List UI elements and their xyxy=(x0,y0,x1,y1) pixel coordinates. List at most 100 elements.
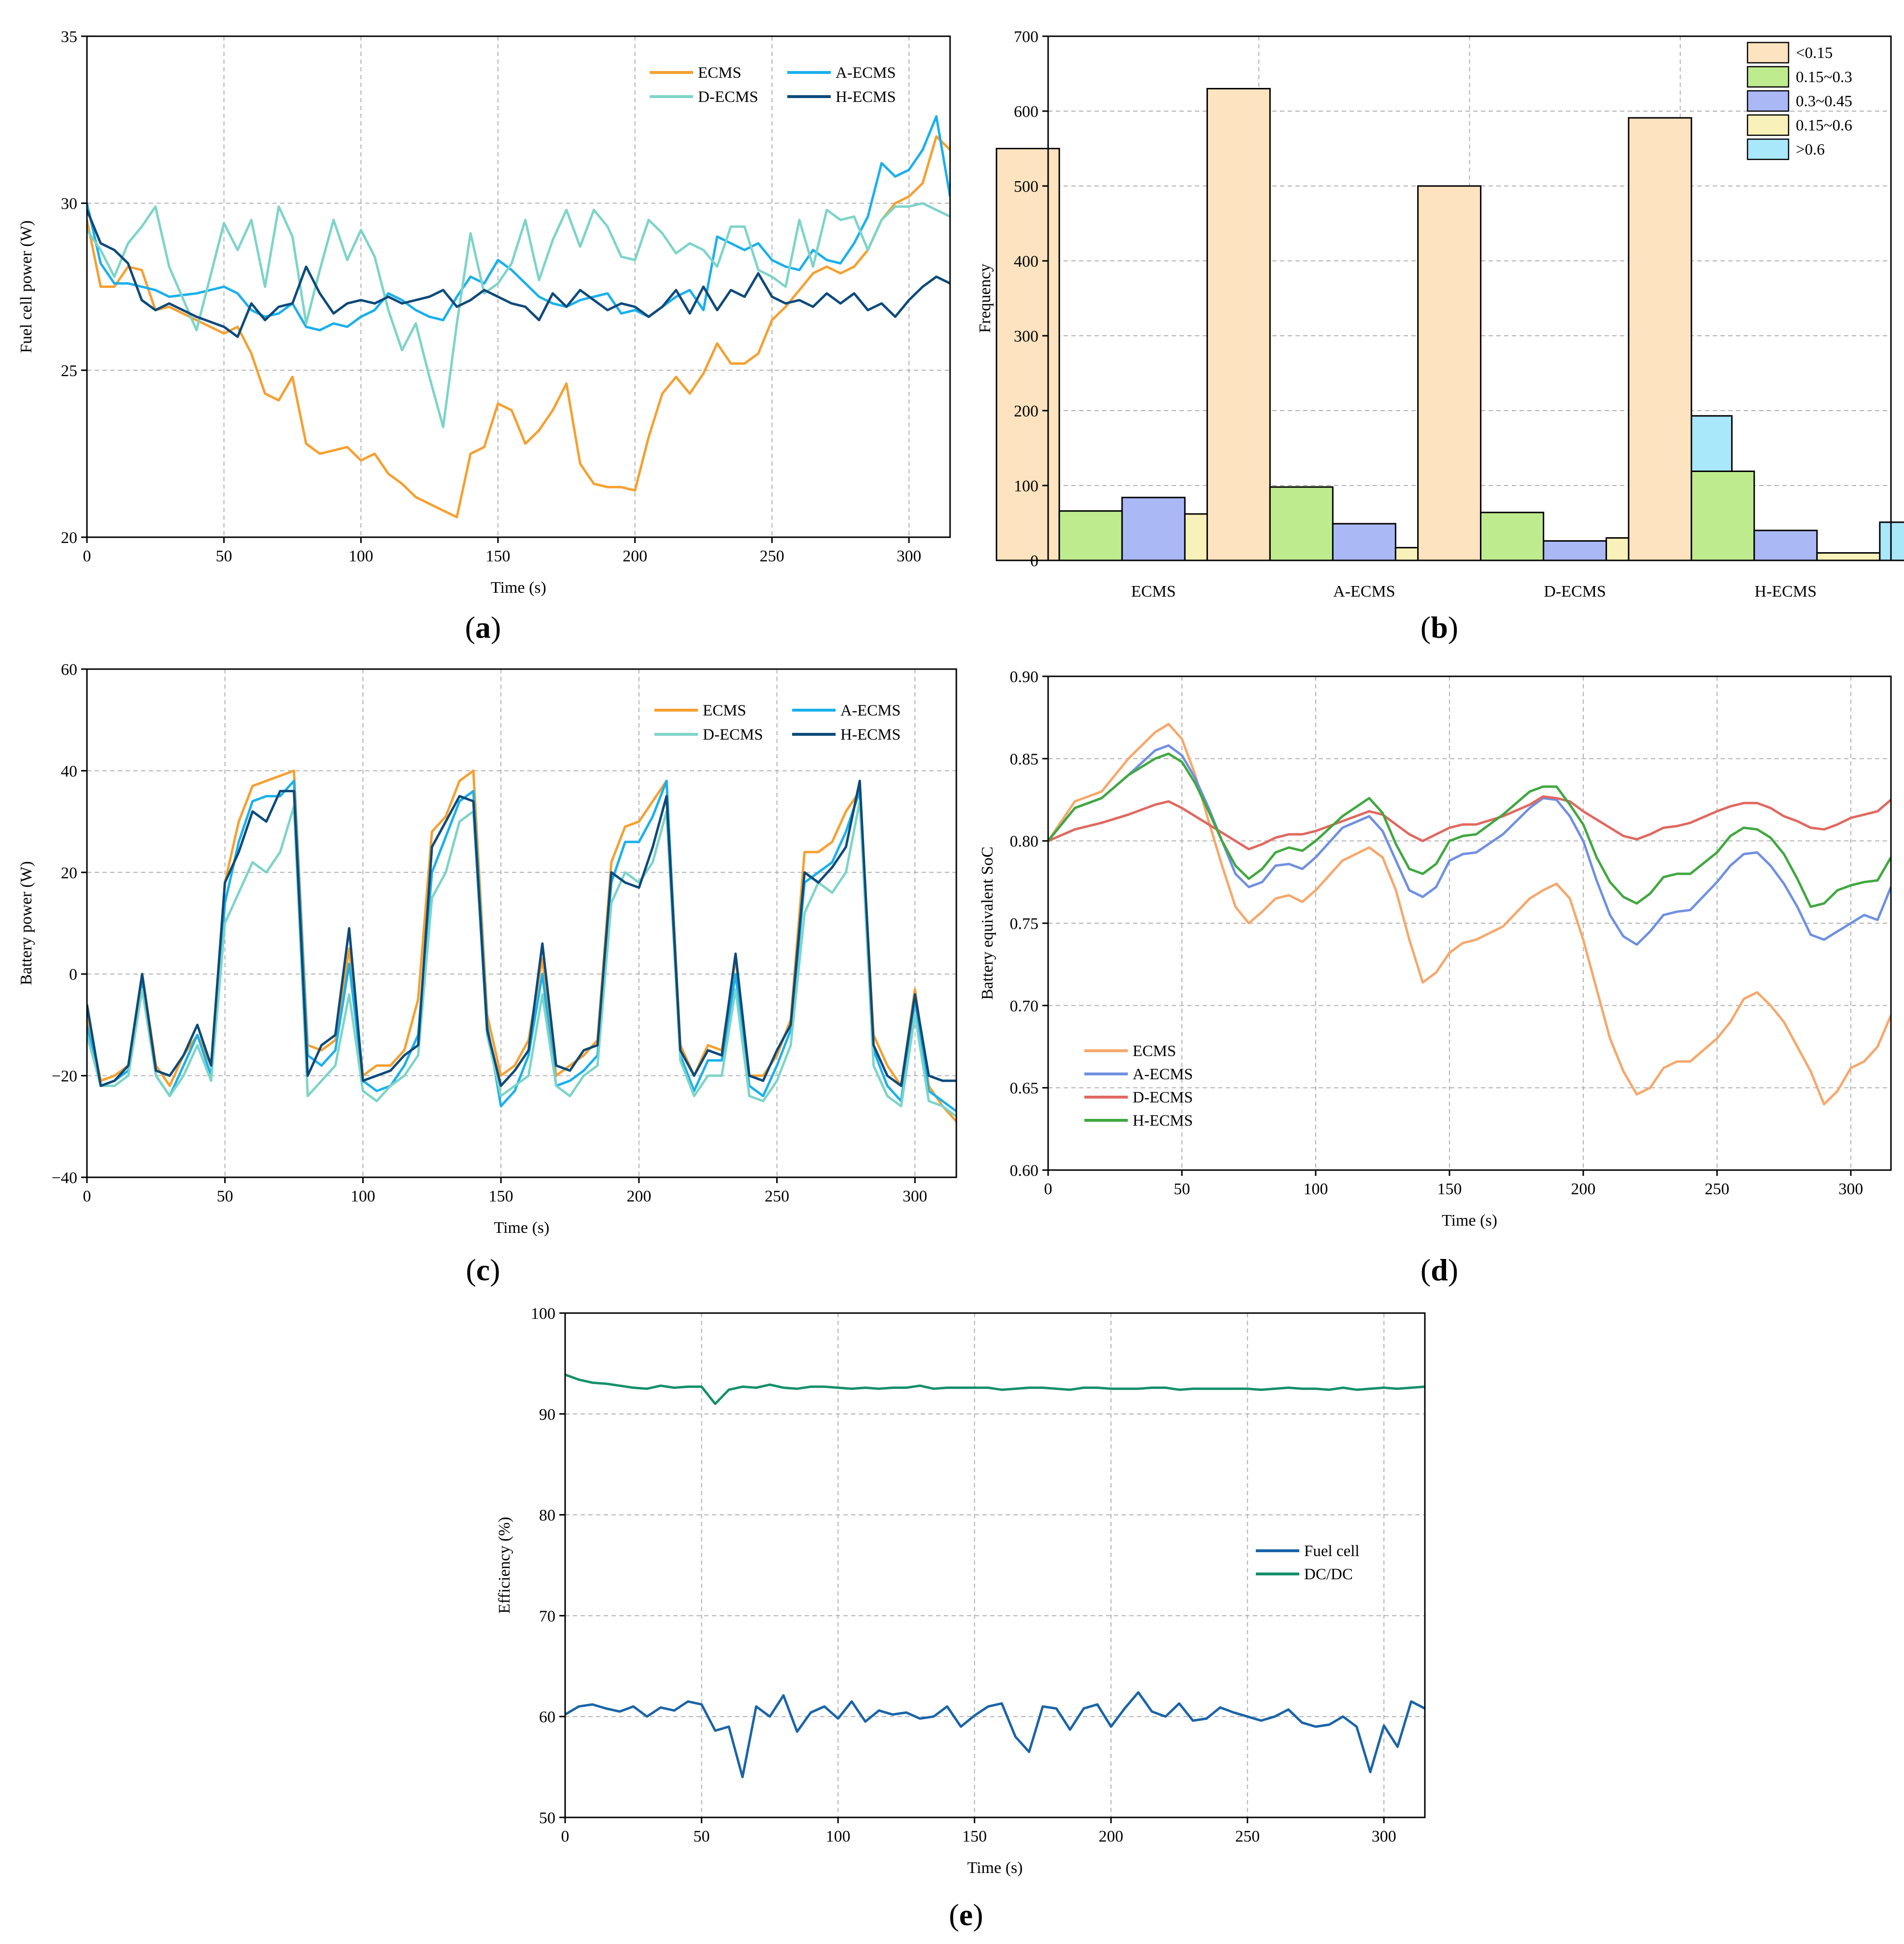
y-tick-label: 600 xyxy=(1014,103,1038,121)
y-axis-label: Frequency xyxy=(976,264,994,333)
y-tick-label: 0.70 xyxy=(1010,997,1039,1015)
legend-label: A-ECMS xyxy=(836,64,896,82)
legend-label: H-ECMS xyxy=(836,88,896,106)
panel-label: (b) xyxy=(1421,610,1458,644)
y-tick-label: 35 xyxy=(61,28,77,46)
x-category-label: ECMS xyxy=(1131,583,1176,600)
x-tick-label: 300 xyxy=(896,547,921,565)
x-tick-label: 150 xyxy=(962,1828,987,1845)
legend-label: <0.15 xyxy=(1796,44,1833,62)
x-tick-label: 250 xyxy=(1235,1828,1260,1845)
y-axis-label: Efficiency (%) xyxy=(496,1517,513,1614)
legend-label: D-ECMS xyxy=(1133,1089,1193,1106)
series-line-h-ecms xyxy=(87,779,956,1087)
panel-a-fuel-cell-power: 0 50 100 150 200 250 300 20 25 30 35 Time (s) Fuel c… xyxy=(17,28,951,644)
x-tick-label: 0 xyxy=(83,547,91,565)
x-category-label: A-ECMS xyxy=(1333,583,1395,600)
series-line-d-ecms xyxy=(87,202,950,429)
panel-label: (a) xyxy=(465,610,501,644)
x-tick-label: 0 xyxy=(83,1187,91,1205)
legend-label: A-ECMS xyxy=(1133,1066,1193,1083)
y-axis-label: Battery power (W) xyxy=(17,861,35,986)
y-tick-label: 400 xyxy=(1014,253,1038,271)
legend: Fuel cell DC/DC xyxy=(1256,1543,1360,1583)
y-tick-label: 100 xyxy=(531,1305,555,1323)
bar xyxy=(1879,521,1904,561)
legend-label: Fuel cell xyxy=(1304,1543,1360,1560)
x-tick-label: 200 xyxy=(623,547,647,565)
bar xyxy=(1628,117,1692,561)
series-line-dc-dc xyxy=(565,1373,1425,1405)
legend-label: H-ECMS xyxy=(1133,1112,1193,1129)
x-tick-label: 100 xyxy=(349,547,373,565)
legend-label: H-ECMS xyxy=(840,726,901,743)
bar xyxy=(1543,540,1607,561)
bar xyxy=(1269,486,1334,561)
series-line-ecms xyxy=(87,135,950,518)
series-line-a-ecms xyxy=(1048,744,1891,946)
legend-label: D-ECMS xyxy=(698,88,758,106)
x-tick-label: 50 xyxy=(1174,1180,1190,1198)
bar xyxy=(1332,523,1396,561)
x-tick-label: 50 xyxy=(216,547,232,565)
y-tick-label: 70 xyxy=(539,1607,555,1625)
plot-frame xyxy=(1047,35,1892,561)
y-tick-label: −20 xyxy=(52,1068,77,1086)
plot-frame xyxy=(86,668,957,1178)
bar xyxy=(1206,88,1271,561)
series-line-ecms xyxy=(87,769,956,1122)
x-tick-label: 300 xyxy=(903,1187,927,1205)
x-tick-label: 0 xyxy=(1044,1180,1052,1198)
y-tick-label: 0.75 xyxy=(1010,915,1039,933)
x-tick-label: 300 xyxy=(1838,1180,1863,1198)
x-axis-label: Time (s) xyxy=(491,579,546,597)
panel-e-efficiency: 0 50 100 150 200 250 300 50 60 70 80 90 100 Time (s) E… xyxy=(496,1305,1426,1932)
x-category-label: D-ECMS xyxy=(1544,583,1606,600)
legend: ECMS A-ECMS D-ECMS H-ECMS xyxy=(1084,1043,1193,1129)
x-tick-label: 250 xyxy=(765,1187,789,1205)
panel-label: (e) xyxy=(949,1898,983,1932)
legend-label: ECMS xyxy=(1133,1043,1176,1060)
panel-b-frequency-bars: ECMS A-ECMS D-ECMS H-ECMS 0 100 200 300 400 500 60… xyxy=(976,28,1904,644)
y-tick-label: 25 xyxy=(61,362,77,380)
legend-label: ECMS xyxy=(698,64,741,82)
legend: <0.15 0.15~0.3 0.3~0.45 0.15~0.6 >0.6 xyxy=(1747,42,1852,160)
y-tick-label: 0.85 xyxy=(1010,750,1039,768)
y-tick-label: 100 xyxy=(1014,477,1038,495)
bar xyxy=(995,148,1060,561)
x-tick-label: 150 xyxy=(489,1187,513,1205)
y-tick-label: −40 xyxy=(52,1169,77,1187)
series-line-h-ecms xyxy=(87,209,950,338)
plot-frame xyxy=(86,35,951,538)
series-line-fuel-cell xyxy=(565,1691,1425,1778)
x-tick-label: 150 xyxy=(1437,1180,1462,1198)
x-tick-label: 50 xyxy=(217,1187,233,1205)
y-axis-label: Fuel cell power (W) xyxy=(17,220,35,353)
x-axis-label: Time (s) xyxy=(494,1219,550,1237)
x-tick-label: 200 xyxy=(626,1187,651,1205)
legend: ECMS A-ECMS D-ECMS H-ECMS xyxy=(650,64,896,106)
panel-d-battery-soc: 0 50 100 150 200 250 300 0.60 0.65 0.70 0.75 0.80 0.… xyxy=(979,668,1892,1287)
y-tick-label: 200 xyxy=(1014,402,1038,420)
x-tick-label: 250 xyxy=(1705,1180,1729,1198)
y-tick-label: 60 xyxy=(61,661,77,679)
x-tick-label: 300 xyxy=(1372,1828,1396,1845)
bar xyxy=(1691,471,1755,561)
y-tick-label: 90 xyxy=(539,1406,555,1424)
legend-label: 0.15~0.3 xyxy=(1796,69,1852,86)
y-tick-label: 0 xyxy=(1030,552,1038,570)
legend-label: ECMS xyxy=(703,702,746,719)
series-line-d-ecms xyxy=(1048,795,1891,851)
series-line-a-ecms xyxy=(87,115,950,331)
y-tick-label: 300 xyxy=(1014,328,1038,345)
legend-label: 0.3~0.45 xyxy=(1796,93,1852,110)
legend-swatch xyxy=(1747,90,1790,112)
x-tick-label: 200 xyxy=(1099,1828,1123,1845)
series-line-h-ecms xyxy=(1048,752,1891,908)
y-tick-label: 0.90 xyxy=(1010,668,1039,686)
legend-label: >0.6 xyxy=(1796,141,1825,158)
x-tick-label: 100 xyxy=(1303,1180,1328,1198)
y-tick-label: 60 xyxy=(539,1708,555,1726)
legend-swatch xyxy=(1747,114,1790,136)
